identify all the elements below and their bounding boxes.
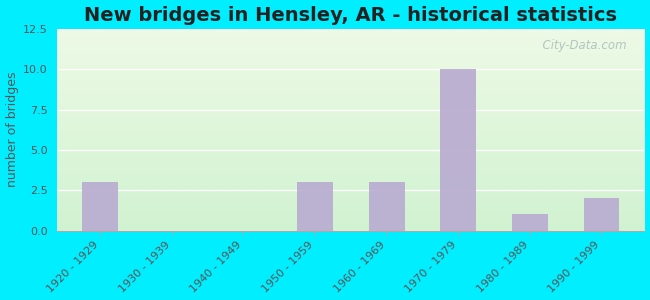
Y-axis label: number of bridges: number of bridges	[6, 72, 19, 188]
Title: New bridges in Hensley, AR - historical statistics: New bridges in Hensley, AR - historical …	[84, 6, 618, 25]
Bar	[584, 198, 619, 230]
Bar	[297, 182, 333, 230]
Bar	[440, 69, 476, 230]
Bar	[369, 182, 404, 230]
Bar	[83, 182, 118, 230]
Bar	[512, 214, 548, 230]
Text: City-Data.com: City-Data.com	[535, 39, 627, 52]
